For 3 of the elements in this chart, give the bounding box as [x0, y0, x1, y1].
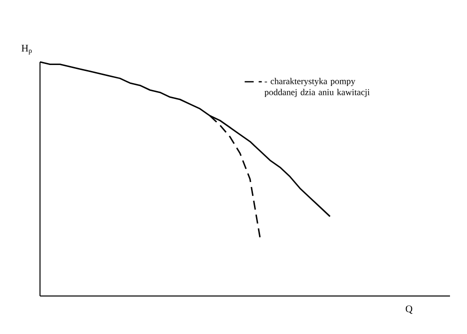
text: Q [406, 306, 412, 314]
y-axis-title: H$_{p}$ [22, 44, 32, 54]
legend-label: - charakterystyka pompy poddanej dzia aniu kawitacji [264, 78, 370, 98]
